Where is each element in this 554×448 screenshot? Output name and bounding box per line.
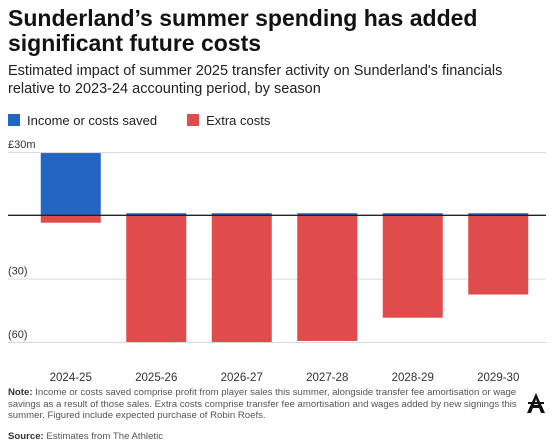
x-tick-label: 2024-25 [50,372,92,384]
grid-layer [8,152,546,343]
chart-note: Note: Income or costs saved comprise pro… [8,387,523,422]
bar-income [297,213,358,216]
x-tick-label: 2026-27 [221,372,263,384]
y-tick-label: (30) [8,266,28,278]
legend-swatch-extra-costs [187,114,200,126]
y-tick-label: £30m [8,139,36,151]
legend-label-extra-costs: Extra costs [206,112,271,128]
legend-item-extra-costs: Extra costs [187,113,270,128]
bar-income [382,213,443,216]
x-tick-label: 2025-26 [135,372,177,384]
note-text: Income or costs saved comprise profit fr… [8,387,517,421]
chart-subtitle: Estimated impact of summer 2025 transfer… [8,63,503,97]
bar-extra-costs [40,215,101,223]
y-tick-label: (60) [8,329,28,341]
the-athletic-logo-icon [527,393,545,413]
bar-income [211,213,272,216]
legend: Income or costs saved Extra costs [8,112,300,128]
x-tick-label: 2028-29 [392,372,434,384]
x-tick-label: 2029-30 [477,372,519,384]
chart-title: Sunderland’s summer spending has added s… [8,5,478,56]
x-tick-label: 2027-28 [306,372,348,384]
bar-extra-costs [382,215,443,318]
bar-income [126,213,187,216]
bar-extra-costs [211,215,272,342]
bar-layer [40,153,529,342]
bar-extra-costs [468,215,529,295]
bar-extra-costs [297,215,358,341]
bar-extra-costs [126,215,187,342]
legend-swatch-income [8,114,20,126]
source-label: Source: [8,431,44,442]
bar-income [40,153,101,216]
source-text: Estimates from The Athletic [46,431,163,442]
chart-source: Source: Estimates from The Athletic [8,431,523,442]
legend-label-income: Income or costs saved [27,112,158,128]
note-label: Note: [8,387,33,398]
legend-item-income: Income or costs saved [8,113,157,128]
tick-layer: £30m (30) (60) 2024-25 2025-26 2026-27 2027-28… [8,139,519,384]
bar-income [468,213,529,216]
